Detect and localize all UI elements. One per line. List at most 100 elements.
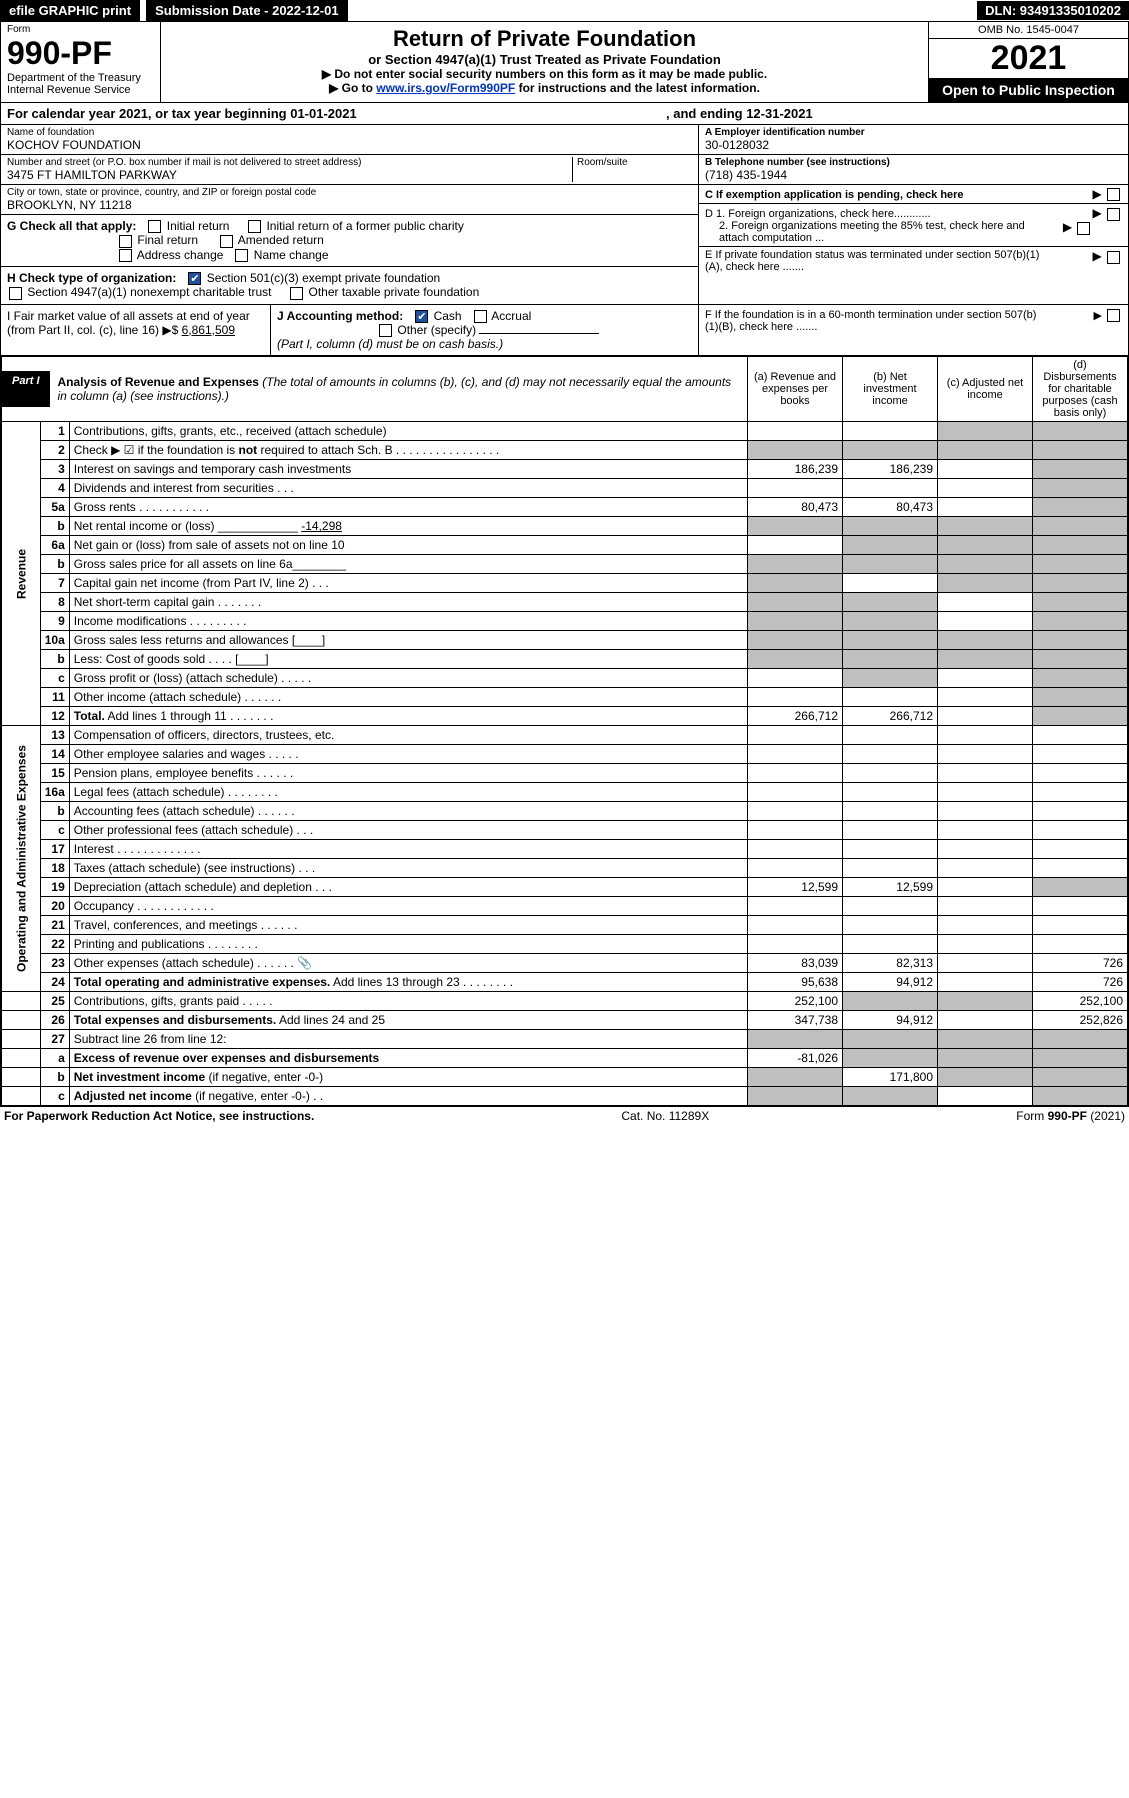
line-number: 3: [40, 460, 69, 479]
form-number: 990-PF: [7, 35, 154, 72]
city-cell: City or town, state or province, country…: [1, 185, 698, 215]
amount-cell: [938, 631, 1033, 650]
amount-cell: [1033, 783, 1128, 802]
amount-cell: [1033, 745, 1128, 764]
amount-cell: [843, 916, 938, 935]
line-number: 22: [40, 935, 69, 954]
amount-cell: [748, 688, 843, 707]
ck-other-method[interactable]: [379, 324, 392, 337]
line-number: 11: [40, 688, 69, 707]
part1-title: Analysis of Revenue and Expenses (The to…: [50, 371, 747, 407]
table-row: 3Interest on savings and temporary cash …: [2, 460, 1128, 479]
ck-initial-return-former[interactable]: [248, 220, 261, 233]
line-number: 4: [40, 479, 69, 498]
amount-cell: [1033, 916, 1128, 935]
ck-d2[interactable]: [1077, 222, 1090, 235]
ck-cash[interactable]: [415, 310, 428, 323]
amount-cell: [843, 669, 938, 688]
col-d-header: (d) Disbursements for charitable purpose…: [1033, 357, 1128, 422]
name-cell: Name of foundation KOCHOV FOUNDATION: [1, 125, 698, 155]
submission-date-button[interactable]: Submission Date - 2022-12-01: [146, 0, 348, 21]
h-opt-1: Section 501(c)(3) exempt private foundat…: [207, 271, 440, 285]
amount-cell: [748, 1030, 843, 1049]
ck-accrual[interactable]: [474, 310, 487, 323]
amount-cell: [843, 479, 938, 498]
footer-right: Form 990-PF (2021): [1016, 1109, 1125, 1123]
blank-section-cell: [2, 1011, 41, 1030]
col-a-header: (a) Revenue and expenses per books: [748, 357, 843, 422]
footer-mid: Cat. No. 11289X: [621, 1109, 709, 1123]
amount-cell: [1033, 574, 1128, 593]
address-cell: Number and street (or P.O. box number if…: [1, 155, 698, 185]
amount-cell: [843, 992, 938, 1011]
amount-cell: [843, 422, 938, 441]
amount-cell: [1033, 897, 1128, 916]
line-description: Interest on savings and temporary cash i…: [69, 460, 747, 479]
amount-cell: [1033, 669, 1128, 688]
tax-year: 2021: [929, 39, 1128, 78]
table-row: 10aGross sales less returns and allowanc…: [2, 631, 1128, 650]
amount-cell: [1033, 859, 1128, 878]
ck-501c3[interactable]: [188, 272, 201, 285]
amount-cell: [938, 688, 1033, 707]
amount-cell: [843, 802, 938, 821]
amount-cell: [748, 1068, 843, 1087]
table-row: bNet rental income or (loss) ___________…: [2, 517, 1128, 536]
amount-cell: [748, 840, 843, 859]
amount-cell: [938, 669, 1033, 688]
form-subtitle: or Section 4947(a)(1) Trust Treated as P…: [169, 52, 920, 67]
amount-cell: 80,473: [748, 498, 843, 517]
instr-2-pre: ▶ Go to: [329, 81, 376, 95]
blank-section-cell: [2, 1049, 41, 1068]
ck-amended-return[interactable]: [220, 235, 233, 248]
amount-cell: [748, 422, 843, 441]
ck-initial-return[interactable]: [148, 220, 161, 233]
amount-cell: [938, 707, 1033, 726]
j-cell: J Accounting method: Cash Accrual Other …: [271, 305, 698, 356]
amount-cell: [843, 688, 938, 707]
efile-button[interactable]: efile GRAPHIC print: [0, 0, 140, 21]
line-description: Net gain or (loss) from sale of assets n…: [69, 536, 747, 555]
amount-cell: [843, 764, 938, 783]
instr-1: ▶ Do not enter social security numbers o…: [169, 67, 920, 81]
ck-final-return[interactable]: [119, 235, 132, 248]
amount-cell: [748, 555, 843, 574]
ck-f[interactable]: [1107, 309, 1120, 322]
line-description: Adjusted net income (if negative, enter …: [69, 1087, 747, 1106]
j-cash: Cash: [434, 309, 462, 323]
ck-c[interactable]: [1107, 188, 1120, 201]
amount-cell: [748, 859, 843, 878]
amount-cell: [843, 821, 938, 840]
ck-address-change[interactable]: [119, 249, 132, 262]
ck-other-taxable[interactable]: [290, 287, 303, 300]
line-description: Income modifications . . . . . . . . .: [69, 612, 747, 631]
amount-cell: [748, 574, 843, 593]
c-cell: C If exemption application is pending, c…: [699, 185, 1128, 204]
line-description: Accounting fees (attach schedule) . . . …: [69, 802, 747, 821]
table-row: 24Total operating and administrative exp…: [2, 973, 1128, 992]
amount-cell: [843, 593, 938, 612]
line-description: Net rental income or (loss) ____________…: [69, 517, 747, 536]
line-number: 12: [40, 707, 69, 726]
amount-cell: [938, 460, 1033, 479]
ein-value: 30-0128032: [705, 138, 1122, 152]
table-row: 4Dividends and interest from securities …: [2, 479, 1128, 498]
line-number: 24: [40, 973, 69, 992]
amount-cell: [1033, 498, 1128, 517]
amount-cell: [938, 954, 1033, 973]
amount-cell: [938, 422, 1033, 441]
amount-cell: [748, 802, 843, 821]
amount-cell: 94,912: [843, 973, 938, 992]
irs-link[interactable]: www.irs.gov/Form990PF: [376, 81, 515, 95]
amount-cell: [1033, 555, 1128, 574]
amount-cell: [748, 536, 843, 555]
amount-cell: [748, 897, 843, 916]
amount-cell: 186,239: [748, 460, 843, 479]
amount-cell: [748, 935, 843, 954]
ck-d1[interactable]: [1107, 208, 1120, 221]
street-address: 3475 FT HAMILTON PARKWAY: [7, 168, 572, 182]
ck-name-change[interactable]: [235, 249, 248, 262]
ck-4947[interactable]: [9, 287, 22, 300]
footer-left: For Paperwork Reduction Act Notice, see …: [4, 1109, 314, 1123]
ck-e[interactable]: [1107, 251, 1120, 264]
